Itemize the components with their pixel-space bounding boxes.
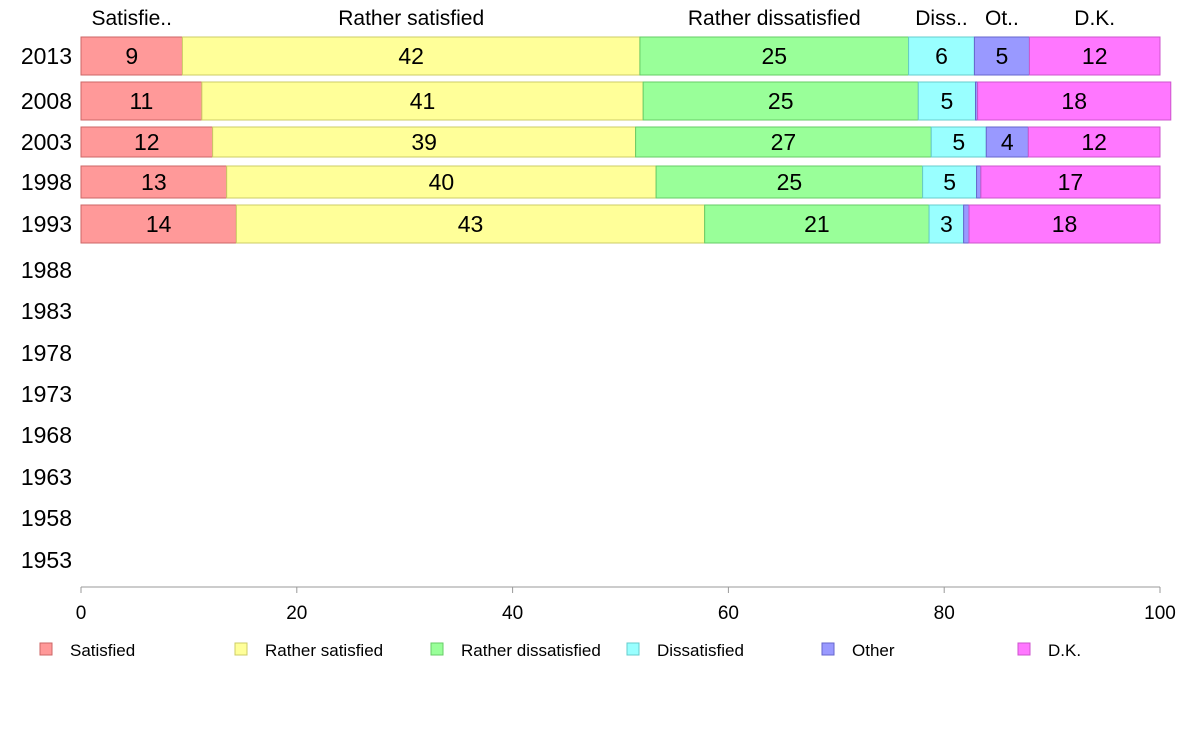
bar-segment-2008-rather-dissatisfied	[642, 81, 919, 121]
bar-segment-2013-rather-dissatisfied	[639, 36, 910, 76]
value-label-1998-satisfied: 13	[141, 169, 167, 195]
x-tick-label-40: 40	[502, 603, 523, 624]
legend-swatch-d-k	[1017, 642, 1031, 656]
year-label-1958: 1958	[21, 505, 72, 531]
bar-segment-1998-satisfied	[80, 165, 228, 199]
value-label-2013-other: 5	[996, 43, 1009, 69]
legend: Satisfied Rather satisfied Rather dissatis…	[39, 641, 1081, 660]
column-header-d-k: D.K.	[1074, 7, 1115, 30]
bar-segment-2013-other	[973, 36, 1030, 76]
value-label-1993-satisfied: 14	[146, 211, 172, 237]
bar-segment-2008-d-k	[977, 81, 1172, 121]
x-tick-label-100: 100	[1144, 603, 1176, 624]
bar-segment-2003-d-k	[1027, 126, 1161, 158]
year-label-1968: 1968	[21, 422, 72, 448]
legend-swatch-satisfied	[39, 642, 53, 656]
year-label-1993: 1993	[21, 211, 72, 237]
legend-swatch-dissatisfied	[626, 642, 640, 656]
x-tick-label-80: 80	[934, 603, 955, 624]
value-label-1993-d-k: 18	[1052, 211, 1078, 237]
value-label-1998-d-k: 17	[1058, 169, 1084, 195]
bar-segment-2013-rather-satisfied	[181, 36, 641, 76]
value-label-2013-satisfied: 9	[125, 43, 138, 69]
value-label-2013-rather-satisfied: 42	[398, 43, 424, 69]
x-tick-label-0: 0	[76, 603, 87, 624]
value-label-1993-rather-satisfied: 43	[458, 211, 484, 237]
bar-segment-1998-d-k	[980, 165, 1161, 199]
bar-segment-2013-d-k	[1028, 36, 1161, 76]
bar-segment-1993-d-k	[968, 204, 1161, 244]
bar-segment-2008-dissatisfied	[917, 81, 976, 121]
value-label-1993-rather-dissatisfied: 21	[804, 211, 830, 237]
year-label-1963: 1963	[21, 464, 72, 490]
column-headers: Satisfie.. Rather satisfied Rather dissati…	[91, 7, 1115, 30]
x-axis: 0 20 40 60 80 100	[76, 586, 1176, 624]
value-label-1998-rather-satisfied: 40	[429, 169, 455, 195]
value-label-2013-rather-dissatisfied: 25	[761, 43, 787, 69]
bar-segment-2003-satisfied	[80, 126, 214, 158]
year-label-1953: 1953	[21, 547, 72, 573]
legend-label-d-k: D.K.	[1048, 641, 1081, 660]
value-label-2008-satisfied: 11	[129, 88, 153, 114]
value-label-2003-dissatisfied: 5	[952, 129, 965, 155]
value-label-2008-rather-dissatisfied: 25	[768, 88, 794, 114]
bar-segment-1993-other	[963, 204, 970, 244]
value-label-2003-other: 4	[1001, 129, 1014, 155]
bar-segment-2008-satisfied	[80, 81, 203, 121]
value-label-2008-rather-satisfied: 41	[410, 88, 436, 114]
column-header-other: Ot..	[985, 7, 1019, 30]
year-label-1983: 1983	[21, 298, 72, 324]
value-label-1998-dissatisfied: 5	[943, 169, 956, 195]
column-header-satisfied: Satisfie..	[91, 7, 172, 30]
legend-label-rather-dissatisfied: Rather dissatisfied	[461, 641, 601, 660]
bar-segment-2003-rather-satisfied	[212, 126, 637, 158]
value-label-2013-dissatisfied: 6	[935, 43, 948, 69]
bar-segment-1998-other	[976, 165, 982, 199]
value-label-2008-d-k: 18	[1061, 88, 1087, 114]
year-label-1988: 1988	[21, 257, 72, 283]
bar-segment-1993-rather-dissatisfied	[704, 204, 930, 244]
bar-segment-2013-satisfied	[80, 36, 183, 76]
bar-segment-1998-rather-satisfied	[226, 165, 657, 199]
legend-label-dissatisfied: Dissatisfied	[657, 641, 744, 660]
legend-label-rather-satisfied: Rather satisfied	[265, 641, 383, 660]
column-header-rather-satisfied: Rather satisfied	[338, 7, 484, 30]
year-label-2013: 2013	[21, 43, 72, 69]
column-header-rather-dissatisfied: Rather dissatisfied	[688, 7, 861, 30]
year-label-1978: 1978	[21, 340, 72, 366]
value-label-1998-rather-dissatisfied: 25	[777, 169, 803, 195]
year-label-2003: 2003	[21, 129, 72, 155]
bar-segment-2003-rather-dissatisfied	[635, 126, 932, 158]
legend-swatch-rather-dissatisfied	[430, 642, 444, 656]
value-label-2003-d-k: 12	[1081, 129, 1107, 155]
legend-label-satisfied: Satisfied	[70, 641, 135, 660]
value-label-2003-satisfied: 12	[134, 129, 160, 155]
value-label-2008-dissatisfied: 5	[940, 88, 953, 114]
year-labels: 2013 2008 2003 1998 1993 1988 1983 1978 1973 1968…	[21, 43, 72, 573]
x-tick-label-20: 20	[286, 603, 307, 624]
legend-swatch-rather-satisfied	[234, 642, 248, 656]
bar-segment-2008-rather-satisfied	[201, 81, 644, 121]
bar-segment-1993-rather-satisfied	[235, 204, 706, 244]
year-label-2008: 2008	[21, 88, 72, 114]
year-label-1998: 1998	[21, 169, 72, 195]
value-label-2003-rather-dissatisfied: 27	[771, 129, 797, 155]
bars: 9 42 25 6 5 12 11 41 25 5 18 12 39 27 5 4 12 13 40 25 5 17 14 4…	[80, 36, 1172, 244]
legend-label-other: Other	[852, 641, 895, 660]
value-label-2013-d-k: 12	[1082, 43, 1108, 69]
column-header-dissatisfied: Diss..	[915, 7, 968, 30]
bar-segment-2003-dissatisfied	[930, 126, 987, 158]
x-tick-label-60: 60	[718, 603, 739, 624]
value-label-1993-dissatisfied: 3	[940, 211, 953, 237]
value-label-2003-rather-satisfied: 39	[411, 129, 437, 155]
year-label-1973: 1973	[21, 381, 72, 407]
legend-swatch-other	[821, 642, 835, 656]
